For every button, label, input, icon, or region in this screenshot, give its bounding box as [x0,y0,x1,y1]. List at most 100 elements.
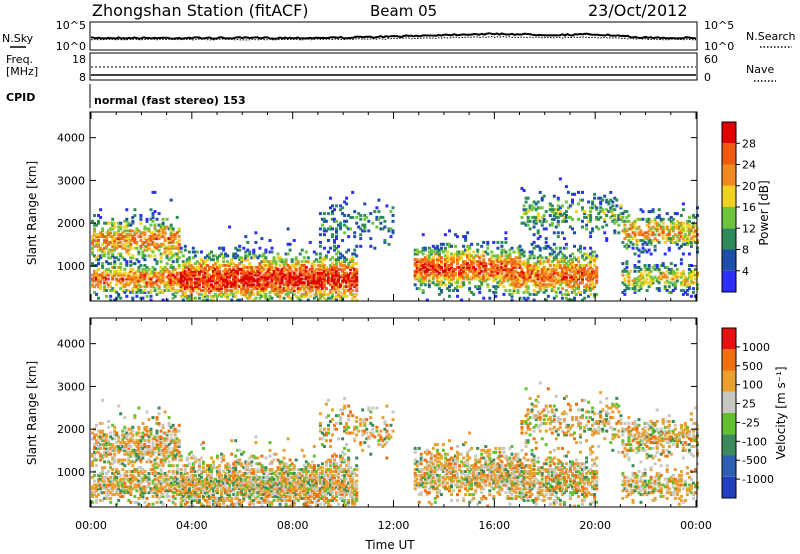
range-cell [278,256,282,260]
range-cell [647,273,651,277]
range-cell [522,221,526,225]
range-cell [478,287,482,291]
range-cell [135,258,139,262]
range-cell [520,269,524,273]
range-cell [296,287,300,291]
range-cell [583,212,587,216]
range-cell [264,275,268,279]
range-cell [183,502,187,506]
range-cell [665,225,669,229]
range-cell [101,273,105,277]
range-cell [677,231,681,235]
range-cell [278,258,282,262]
range-cell [542,227,546,231]
range-cell [363,214,367,217]
range-cell [617,215,621,219]
range-cell [639,250,643,254]
range-cell [530,279,534,283]
range-cell [518,273,522,277]
range-cell [482,265,486,269]
range-cell [441,275,445,279]
range-cell [111,489,115,493]
range-cell [210,289,213,292]
range-cell [95,487,98,491]
range-cell [173,275,177,279]
range-cell [349,290,353,294]
range-cell [97,481,100,485]
range-cell [189,479,193,483]
range-cell [260,277,264,281]
range-cell [123,433,127,437]
range-cell [689,237,693,241]
range-cell [659,271,663,275]
range-cell [268,275,272,279]
range-cell [673,240,677,244]
range-cell [143,425,147,429]
range-cell [669,219,673,223]
range-cell [216,273,219,277]
range-cell [256,287,260,291]
range-cell [177,235,181,239]
range-cell [593,264,597,267]
range-cell [183,264,187,267]
range-cell [210,283,213,287]
range-cell [111,273,115,277]
range-cell [687,239,691,242]
range-cell [651,210,655,214]
range-cell [212,264,215,267]
range-cell [520,283,524,287]
range-cell [450,252,453,256]
range-cell [286,290,290,294]
range-cell [562,219,566,223]
range-cell [171,500,175,504]
range-cell [181,267,185,271]
range-cell [179,273,183,277]
range-cell [135,439,139,443]
range-cell [280,275,284,279]
range-cell [99,487,103,491]
range-cell [129,233,133,237]
range-cell [173,267,177,271]
range-cell [437,252,441,256]
range-cell [117,271,121,275]
range-cell [512,265,516,269]
range-cell [318,227,322,231]
range-cell [631,283,635,287]
range-cell [109,479,113,483]
range-cell [347,265,351,269]
range-cell [187,452,191,456]
range-cell [123,448,127,452]
range-cell [197,287,201,291]
range-cell [203,256,207,260]
range-cell [121,279,125,283]
range-cell [687,215,691,219]
range-cell [119,277,123,281]
range-cell [157,231,161,235]
range-cell [127,441,131,445]
range-cell [415,267,419,271]
range-cell [250,275,254,279]
range-cell [538,262,542,266]
range-cell [111,252,115,256]
range-cell [647,221,651,225]
range-cell [316,279,320,283]
range-cell [149,248,153,252]
range-cell [153,225,157,229]
range-cell [171,483,175,487]
range-cell [312,292,316,296]
range-cell [692,231,695,235]
range-cell [550,289,554,292]
range-cell [343,219,347,223]
range-cell [274,264,278,267]
range-cell [167,269,171,273]
range-cell [240,269,244,273]
range-cell [667,246,671,250]
range-cell [137,448,141,452]
range-cell [347,235,351,239]
range-cell [97,273,100,277]
range-cell [568,269,572,273]
range-cell [556,252,560,256]
range-cell [599,202,603,206]
range-cell [91,252,94,256]
